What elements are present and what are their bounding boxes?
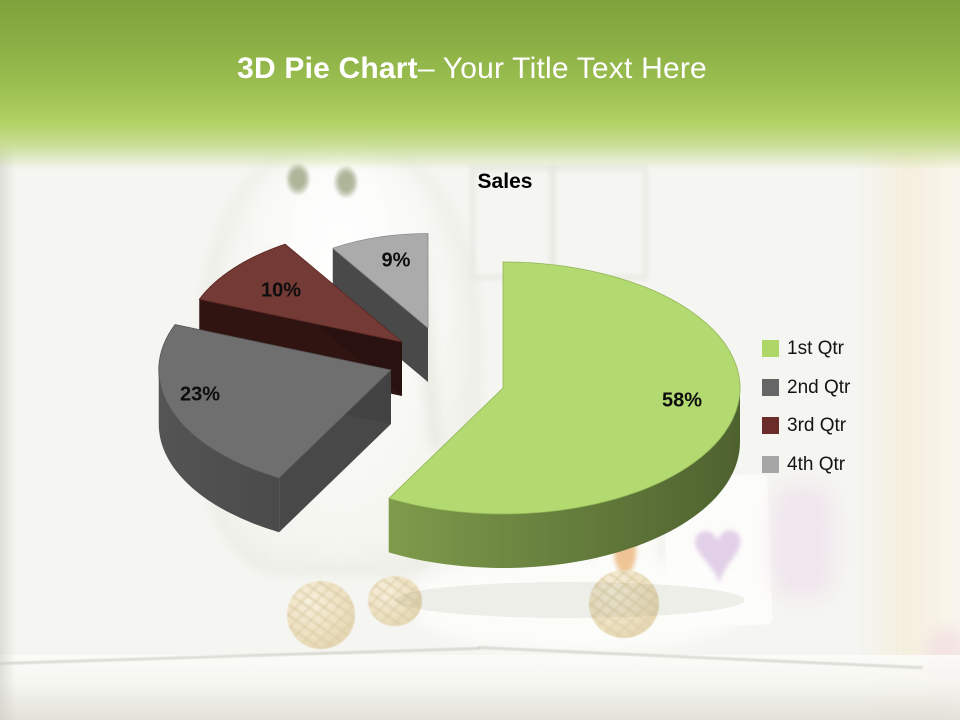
legend-label: 1st Qtr: [787, 338, 845, 359]
pie-slice-1st-qtr-top: [388, 261, 741, 515]
legend-swatch: [762, 378, 779, 396]
pie-slice-4th-qtr-cut-wall: [332, 248, 428, 382]
legend-item-1st-qtr: 1st Qtr: [762, 338, 845, 359]
slice-label-1st-qtr: 58%: [661, 389, 703, 412]
legend-swatch: [762, 340, 779, 357]
legend-label: 2nd Qtr: [787, 376, 851, 398]
pie-slice-3rd-qtr-top: [198, 243, 403, 343]
legend-item-2nd-qtr: 2nd Qtr: [762, 376, 851, 398]
pie-slice-2nd-qtr-top: [158, 324, 392, 479]
legend-item-3rd-qtr: 3rd Qtr: [762, 415, 847, 437]
slide-title: 3D Pie Chart– Your Title Text Here: [237, 52, 707, 86]
legend-label: 3rd Qtr: [787, 415, 847, 437]
pie-slice-2nd-qtr-rim: [158, 370, 280, 533]
chart-title: Sales: [477, 170, 533, 193]
legend-swatch: [762, 417, 779, 435]
slice-label-4th-qtr: 9%: [381, 249, 411, 272]
slide-title-bold: 3D Pie Chart: [237, 52, 418, 85]
legend-item-4th-qtr: 4th Qtr: [762, 453, 846, 475]
pie-slice-4th-qtr-top: [332, 233, 429, 329]
slide-title-rest: – Your Title Text Here: [417, 52, 707, 85]
legend-label: 4th Qtr: [787, 453, 846, 475]
pie-slice-1st-qtr-rim: [388, 388, 740, 568]
legend-swatch: [762, 455, 779, 473]
slice-label-2nd-qtr: 23%: [179, 383, 221, 406]
pie-shadow: [395, 582, 745, 618]
slice-label-3rd-qtr: 10%: [260, 279, 302, 302]
title-banner: 3D Pie Chart– Your Title Text Here: [0, 0, 960, 170]
